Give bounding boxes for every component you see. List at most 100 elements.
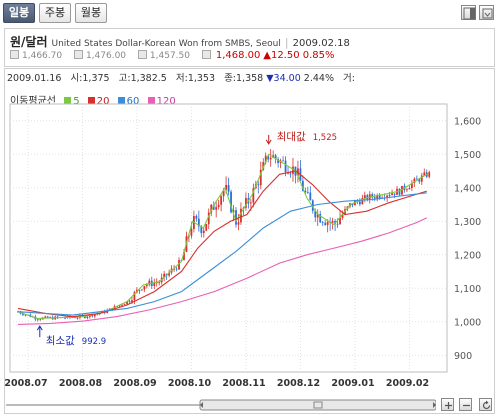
y-tick-label: 1,400 bbox=[454, 183, 481, 194]
ma-line-60 bbox=[17, 192, 427, 316]
tab-weekly[interactable]: 주봉 bbox=[39, 3, 71, 23]
x-tick-label: 2008.10 bbox=[168, 378, 212, 389]
low-icon bbox=[137, 50, 147, 59]
candle-body bbox=[86, 316, 89, 318]
candle-body bbox=[277, 159, 280, 163]
candle-body bbox=[200, 226, 203, 233]
candle-body bbox=[91, 314, 94, 317]
ohlc-date: 2009.01.16 bbox=[7, 73, 62, 84]
candle-body bbox=[324, 222, 327, 225]
ma-line-120 bbox=[17, 217, 428, 325]
tab-daily[interactable]: 일봉 bbox=[3, 3, 35, 23]
candle-body bbox=[215, 207, 218, 210]
max-arrow bbox=[265, 134, 272, 145]
x-tick-label: 2008.11 bbox=[222, 378, 265, 389]
open-value: 1,375 bbox=[82, 73, 110, 84]
change-pct: 2.44% bbox=[303, 73, 334, 84]
candle-body bbox=[131, 300, 133, 302]
candle-body bbox=[428, 172, 431, 177]
candle-body bbox=[420, 175, 423, 182]
high-label: 고: bbox=[118, 73, 131, 84]
candle-body bbox=[143, 286, 146, 290]
candle-body bbox=[126, 301, 128, 305]
candle-body bbox=[46, 316, 49, 318]
max-value: 1,525 bbox=[313, 133, 337, 143]
panel-toggle-icon[interactable] bbox=[461, 5, 476, 20]
candle-body bbox=[408, 188, 411, 190]
plot-area bbox=[9, 103, 448, 373]
candle-body bbox=[205, 224, 208, 231]
candle-body bbox=[391, 193, 393, 196]
ma120-swatch bbox=[147, 97, 155, 104]
candle-body bbox=[113, 306, 116, 310]
y-tick-label: 1,200 bbox=[454, 250, 481, 261]
candle-body bbox=[373, 197, 376, 199]
candle-body bbox=[220, 196, 223, 205]
candle-body bbox=[76, 317, 79, 319]
separator: | bbox=[284, 36, 289, 49]
min-value: 992.9 bbox=[82, 337, 106, 347]
candle-body bbox=[306, 192, 309, 193]
change-down: ▼34.00 bbox=[266, 73, 301, 84]
refresh-icon[interactable] bbox=[479, 398, 492, 411]
candle-body bbox=[44, 316, 47, 318]
low-label: 저: bbox=[175, 73, 188, 84]
low-value: 1,353 bbox=[187, 73, 216, 84]
ohlc-readout: 2009.01.16 시:1,375 고:1,382.5 저:1,353 종:1… bbox=[7, 70, 355, 84]
candle-body bbox=[284, 160, 287, 173]
instrument-description: United States Dollar-Korean Won from SMB… bbox=[51, 39, 281, 49]
candle-body bbox=[264, 155, 267, 163]
candle-body bbox=[153, 282, 156, 286]
candle-body bbox=[415, 178, 418, 180]
zoom-out-icon[interactable] bbox=[459, 398, 472, 411]
candle-body bbox=[155, 282, 158, 284]
ma120-label: 120 bbox=[156, 96, 176, 107]
candle-body bbox=[145, 284, 148, 287]
candle-body bbox=[138, 289, 141, 291]
candle-body bbox=[245, 198, 247, 208]
candle-body bbox=[24, 314, 27, 316]
y-tick-label: 1,300 bbox=[454, 217, 481, 228]
candle-body bbox=[386, 195, 389, 198]
max-label: 최대값 bbox=[277, 131, 306, 143]
candle-body bbox=[93, 314, 96, 317]
candle-body bbox=[83, 315, 86, 318]
scrollbar[interactable] bbox=[6, 399, 436, 411]
candle-body bbox=[118, 305, 121, 307]
value-3: 1,457.50 bbox=[149, 51, 190, 61]
open-label: 시: bbox=[70, 73, 83, 84]
candle-body bbox=[358, 201, 361, 205]
candle-body bbox=[175, 268, 178, 270]
candle-body bbox=[398, 188, 401, 195]
zoom-in-icon[interactable] bbox=[441, 398, 454, 411]
candle-body bbox=[334, 221, 336, 224]
candle-body bbox=[289, 173, 292, 175]
value-1: 1,466.70 bbox=[22, 51, 63, 61]
candle-body bbox=[133, 292, 136, 301]
candle-body bbox=[262, 162, 265, 170]
candle-body bbox=[222, 190, 225, 197]
ma5-label: 5 bbox=[73, 96, 80, 107]
ma60-swatch bbox=[117, 97, 125, 104]
ma5-swatch bbox=[64, 97, 72, 104]
candle-body bbox=[230, 191, 232, 213]
ma20-swatch bbox=[87, 97, 95, 104]
x-tick-label: 2008.08 bbox=[59, 378, 103, 389]
close-label: 종: bbox=[224, 73, 237, 84]
y-tick-label: 1,100 bbox=[454, 284, 481, 295]
min-label: 최소값 bbox=[46, 335, 75, 347]
candle-body bbox=[210, 204, 213, 213]
close-value: 1,358 bbox=[236, 73, 264, 84]
high-value: 1,382.5 bbox=[130, 73, 167, 84]
min-arrow bbox=[36, 325, 43, 338]
candle-body bbox=[212, 204, 215, 210]
candle-body bbox=[237, 222, 240, 225]
candle-body bbox=[319, 214, 322, 223]
export-icon[interactable] bbox=[479, 5, 494, 20]
tab-monthly[interactable]: 월봉 bbox=[75, 3, 107, 23]
y-tick-label: 1,000 bbox=[454, 317, 481, 328]
x-tick-label: 2008.12 bbox=[277, 378, 320, 389]
candle-body bbox=[123, 304, 126, 305]
y-tick-label: 1,600 bbox=[454, 116, 481, 127]
